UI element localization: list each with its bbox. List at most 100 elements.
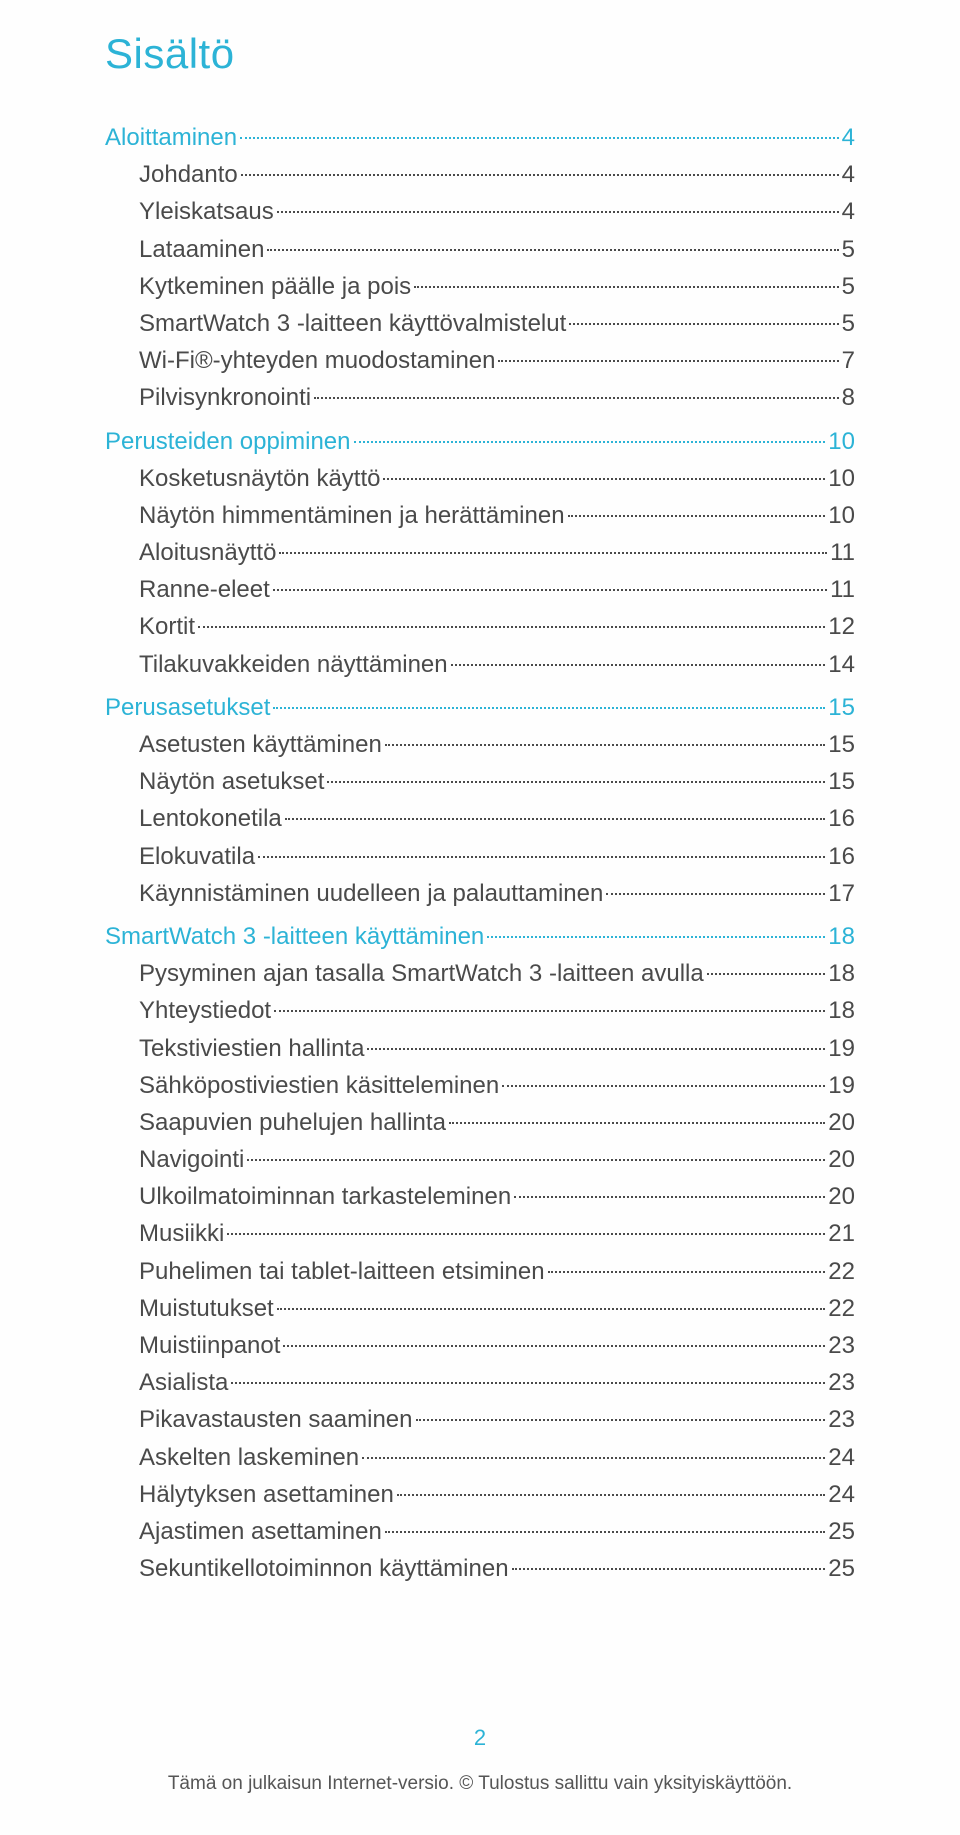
toc-label: Ranne-eleet bbox=[139, 571, 270, 608]
toc-entry[interactable]: Kosketusnäytön käyttö 10 bbox=[105, 460, 855, 497]
toc-entry[interactable]: Tekstiviestien hallinta 19 bbox=[105, 1030, 855, 1067]
toc-page-number: 25 bbox=[828, 1550, 855, 1587]
toc-entry[interactable]: Pysyminen ajan tasalla SmartWatch 3 -lai… bbox=[105, 955, 855, 992]
toc-entry[interactable]: Navigointi20 bbox=[105, 1141, 855, 1178]
toc-leader-dots bbox=[451, 664, 826, 666]
toc-label: Aloitusnäyttö bbox=[139, 534, 276, 571]
toc-label: Tekstiviestien hallinta bbox=[139, 1030, 364, 1067]
toc-label: Asialista bbox=[139, 1364, 228, 1401]
toc-page-number: 22 bbox=[828, 1290, 855, 1327]
toc-entry[interactable]: Lataaminen5 bbox=[105, 231, 855, 268]
toc-page-number: 19 bbox=[828, 1030, 855, 1067]
toc-page-number: 11 bbox=[830, 571, 855, 608]
toc-label: Pysyminen ajan tasalla SmartWatch 3 -lai… bbox=[139, 955, 704, 992]
toc-entry[interactable]: Wi-Fi®-yhteyden muodostaminen7 bbox=[105, 342, 855, 379]
toc-entry[interactable]: Hälytyksen asettaminen 24 bbox=[105, 1476, 855, 1513]
toc-section[interactable]: Perusasetukset 15 bbox=[105, 683, 855, 726]
toc-entry[interactable]: Yleiskatsaus4 bbox=[105, 193, 855, 230]
toc-entry[interactable]: Pilvisynkronointi8 bbox=[105, 379, 855, 416]
toc-entry[interactable]: Ranne-eleet 11 bbox=[105, 571, 855, 608]
toc-page-number: 10 bbox=[828, 497, 855, 534]
toc-entry[interactable]: Ulkoilmatoiminnan tarkasteleminen20 bbox=[105, 1178, 855, 1215]
toc-page-number: 20 bbox=[828, 1104, 855, 1141]
toc-leader-dots bbox=[240, 137, 839, 139]
toc-entry[interactable]: Muistutukset22 bbox=[105, 1290, 855, 1327]
toc-label: Johdanto bbox=[139, 156, 238, 193]
toc-leader-dots bbox=[274, 1010, 825, 1012]
toc-entry[interactable]: Näytön himmentäminen ja herättäminen 10 bbox=[105, 497, 855, 534]
toc-page-number: 15 bbox=[828, 689, 855, 726]
toc-entry[interactable]: Ajastimen asettaminen25 bbox=[105, 1513, 855, 1550]
toc-leader-dots bbox=[227, 1233, 825, 1235]
toc-leader-dots bbox=[285, 818, 826, 820]
toc-leader-dots bbox=[414, 286, 838, 288]
toc-page-number: 24 bbox=[828, 1439, 855, 1476]
toc-page-number: 15 bbox=[828, 763, 855, 800]
toc-leader-dots bbox=[568, 515, 826, 517]
toc-label: Perusteiden oppiminen bbox=[105, 423, 351, 460]
document-page: Sisältö Aloittaminen4Johdanto4Yleiskatsa… bbox=[0, 0, 960, 1835]
toc-entry[interactable]: Käynnistäminen uudelleen ja palauttamine… bbox=[105, 875, 855, 912]
toc-page-number: 5 bbox=[842, 268, 855, 305]
toc-entry[interactable]: Puhelimen tai tablet-laitteen etsiminen2… bbox=[105, 1253, 855, 1290]
toc-entry[interactable]: Asialista23 bbox=[105, 1364, 855, 1401]
toc-section[interactable]: SmartWatch 3 -laitteen käyttäminen18 bbox=[105, 912, 855, 955]
toc-label: SmartWatch 3 -laitteen käyttövalmistelut bbox=[139, 305, 566, 342]
toc-entry[interactable]: Johdanto4 bbox=[105, 156, 855, 193]
toc-page-number: 18 bbox=[828, 955, 855, 992]
toc-entry[interactable]: Muistiinpanot23 bbox=[105, 1327, 855, 1364]
toc-page-number: 18 bbox=[828, 918, 855, 955]
toc-label: Wi-Fi®-yhteyden muodostaminen bbox=[139, 342, 495, 379]
toc-entry[interactable]: Kortit 12 bbox=[105, 608, 855, 645]
toc-page-number: 23 bbox=[828, 1327, 855, 1364]
toc-leader-dots bbox=[502, 1085, 825, 1087]
page-title: Sisältö bbox=[105, 30, 855, 78]
toc-page-number: 19 bbox=[828, 1067, 855, 1104]
toc-entry[interactable]: Tilakuvakkeiden näyttäminen14 bbox=[105, 646, 855, 683]
toc-leader-dots bbox=[383, 478, 825, 480]
toc-label: Hälytyksen asettaminen bbox=[139, 1476, 394, 1513]
toc-page-number: 24 bbox=[828, 1476, 855, 1513]
toc-page-number: 18 bbox=[828, 992, 855, 1029]
toc-entry[interactable]: SmartWatch 3 -laitteen käyttövalmistelut… bbox=[105, 305, 855, 342]
toc-leader-dots bbox=[487, 936, 825, 938]
toc-page-number: 15 bbox=[828, 726, 855, 763]
toc-label: Näytön himmentäminen ja herättäminen bbox=[139, 497, 565, 534]
toc-page-number: 5 bbox=[842, 305, 855, 342]
toc-entry[interactable]: Saapuvien puhelujen hallinta20 bbox=[105, 1104, 855, 1141]
toc-page-number: 10 bbox=[828, 460, 855, 497]
toc-leader-dots bbox=[514, 1196, 825, 1198]
toc-entry[interactable]: Asetusten käyttäminen15 bbox=[105, 726, 855, 763]
toc-entry[interactable]: Sähköpostiviestien käsitteleminen 19 bbox=[105, 1067, 855, 1104]
toc-page-number: 5 bbox=[842, 231, 855, 268]
toc-entry[interactable]: Pikavastausten saaminen23 bbox=[105, 1401, 855, 1438]
toc-entry[interactable]: Musiikki21 bbox=[105, 1215, 855, 1252]
toc-label: Perusasetukset bbox=[105, 689, 270, 726]
toc-leader-dots bbox=[512, 1568, 826, 1570]
toc-entry[interactable]: Näytön asetukset15 bbox=[105, 763, 855, 800]
toc-page-number: 16 bbox=[828, 800, 855, 837]
toc-leader-dots bbox=[277, 1308, 826, 1310]
toc-section[interactable]: Aloittaminen4 bbox=[105, 113, 855, 156]
toc-leader-dots bbox=[498, 360, 838, 362]
toc-entry[interactable]: Askelten laskeminen24 bbox=[105, 1439, 855, 1476]
toc-label: Kosketusnäytön käyttö bbox=[139, 460, 380, 497]
toc-page-number: 12 bbox=[828, 608, 855, 645]
toc-entry[interactable]: Sekuntikellotoiminnon käyttäminen 25 bbox=[105, 1550, 855, 1587]
toc-page-number: 25 bbox=[828, 1513, 855, 1550]
toc-page-number: 10 bbox=[828, 423, 855, 460]
toc-entry[interactable]: Yhteystiedot18 bbox=[105, 992, 855, 1029]
toc-leader-dots bbox=[267, 249, 838, 251]
toc-label: Sähköpostiviestien käsitteleminen bbox=[139, 1067, 499, 1104]
toc-page-number: 17 bbox=[828, 875, 855, 912]
toc-section[interactable]: Perusteiden oppiminen 10 bbox=[105, 417, 855, 460]
toc-entry[interactable]: Aloitusnäyttö11 bbox=[105, 534, 855, 571]
toc-leader-dots bbox=[198, 626, 825, 628]
toc-label: Kortit bbox=[139, 608, 195, 645]
toc-page-number: 23 bbox=[828, 1401, 855, 1438]
toc-entry[interactable]: Kytkeminen päälle ja pois5 bbox=[105, 268, 855, 305]
toc-label: Sekuntikellotoiminnon käyttäminen bbox=[139, 1550, 509, 1587]
toc-entry[interactable]: Elokuvatila16 bbox=[105, 838, 855, 875]
toc-label: Musiikki bbox=[139, 1215, 224, 1252]
toc-entry[interactable]: Lentokonetila16 bbox=[105, 800, 855, 837]
